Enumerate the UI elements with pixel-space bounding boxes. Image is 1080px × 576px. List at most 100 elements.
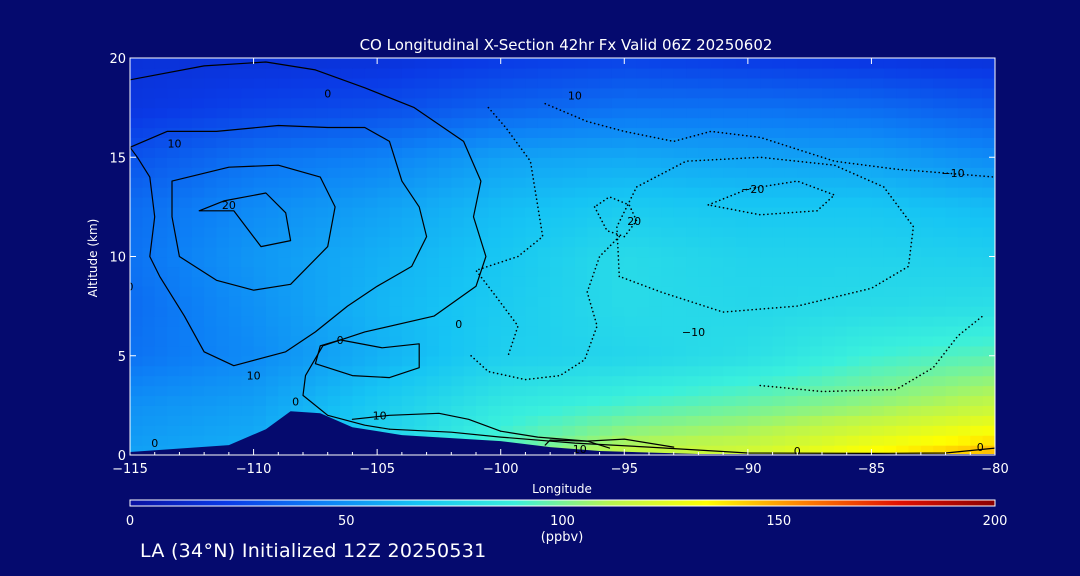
field-cell [179,127,193,138]
field-cell [710,375,724,387]
field-cell [513,256,527,268]
field-cell [327,97,341,109]
field-cell [438,316,452,327]
field-cell [426,306,440,317]
field-cell [513,345,527,357]
field-cell [228,87,242,99]
field-cell [747,375,761,387]
field-cell [401,236,415,248]
field-cell [179,365,193,377]
field-cell [574,127,588,138]
field-cell [352,127,366,138]
field-cell [426,266,440,277]
field-cell [649,226,662,238]
field-cell [414,256,428,268]
field-cell [587,58,601,69]
field-cell [624,425,638,436]
field-cell [142,226,156,238]
field-cell [698,296,712,307]
field-cell [649,77,662,89]
field-cell [957,355,971,367]
field-cell [686,58,700,69]
field-cell [735,97,749,109]
field-cell [661,405,675,416]
field-cell [673,77,687,89]
field-cell [846,58,860,69]
field-cell [513,296,527,307]
field-cell [933,236,947,248]
field-cell [957,365,971,377]
field-cell [747,405,761,416]
field-cell [760,296,774,307]
field-cell [686,435,700,446]
field-cell [154,435,168,446]
field-cell [784,77,798,89]
field-cell [204,385,218,397]
field-cell [698,147,712,158]
field-cell [315,77,329,89]
field-cell [846,77,860,89]
field-cell [957,316,971,327]
field-cell [364,355,378,367]
contour-label: 10 [247,370,261,383]
field-cell [426,385,440,397]
field-cell [957,345,971,357]
field-cell [574,246,588,258]
field-cell [327,137,341,148]
field-cell [364,87,378,99]
field-cell [265,117,279,129]
field-cell [191,405,205,416]
field-cell [908,266,922,277]
field-cell [772,58,786,69]
field-cell [587,137,601,148]
field-cell [772,167,786,178]
field-cell [834,306,848,317]
field-cell [611,206,625,218]
field-cell [772,375,786,387]
field-cell [253,67,267,79]
field-cell [772,87,786,99]
field-cell [525,157,539,168]
field-cell [945,296,959,307]
field-cell [414,177,428,188]
field-cell [673,67,687,79]
field-cell [476,58,489,69]
field-cell [587,296,601,307]
field-cell [871,117,885,129]
field-cell [760,435,774,446]
field-cell [574,58,588,69]
field-cell [204,187,218,198]
field-cell [513,236,527,248]
field-cell [352,117,366,129]
field-cell [797,87,811,99]
field-cell [797,67,811,79]
field-cell [649,415,662,426]
field-cell [241,87,255,99]
field-cell [834,137,848,148]
field-cell [710,67,724,79]
field-cell [624,316,638,327]
field-cell [377,67,391,79]
field-cell [278,246,292,258]
field-cell [463,296,477,307]
field-cell [253,117,267,129]
field-cell [513,276,527,287]
field-cell [414,415,428,426]
field-cell [179,137,193,148]
field-cell [414,127,428,138]
field-cell [377,355,391,367]
field-cell [204,97,218,109]
field-cell [278,97,292,109]
field-cell [982,266,995,277]
field-cell [228,365,242,377]
field-cell [920,127,934,138]
field-cell [438,296,452,307]
field-cell [636,97,650,109]
field-cell [908,435,922,446]
field-cell [550,97,564,109]
field-cell [883,167,897,178]
field-cell [290,286,304,297]
field-cell [871,325,885,337]
field-cell [599,266,613,277]
field-cell [476,296,489,307]
